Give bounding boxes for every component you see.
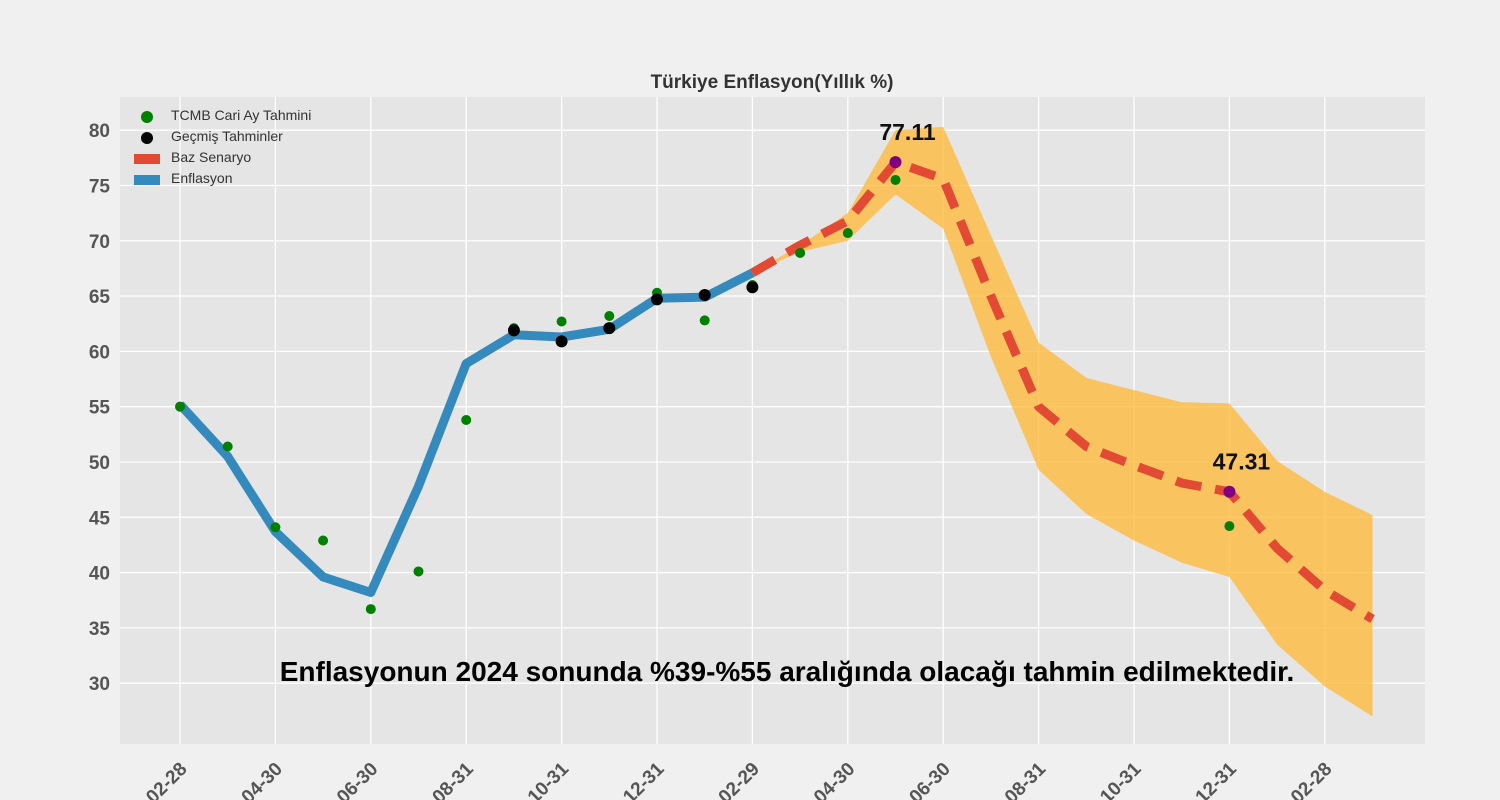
legend-label: Enflasyon [171, 170, 232, 186]
peak-highlights: 77.11 47.31 [879, 119, 1270, 498]
legend-patch [134, 175, 160, 185]
y-tick-label: 70 [89, 232, 110, 253]
legend-item: Geçmiş Tahminler [141, 128, 283, 144]
x-tick-label: -04-30 [233, 759, 287, 800]
forecast-band-layer [752, 126, 1373, 717]
x-tick-label: -12-31 [1187, 758, 1241, 800]
y-tick-label: 45 [89, 508, 111, 529]
tcmb-forecast-point [556, 316, 567, 327]
highlight-point [889, 156, 902, 169]
series-line-baz-senaryo [750, 157, 1375, 623]
chart-title: Türkiye Enflasyon(Yıllık %) [651, 72, 894, 93]
legend: TCMB Cari Ay Tahmini Geçmiş Tahminler Baz … [134, 107, 311, 186]
past-forecast-point [746, 281, 759, 294]
tcmb-forecast-point [270, 522, 281, 533]
highlight-point [1223, 485, 1236, 498]
tcmb-forecast-point [318, 535, 329, 546]
legend-item: TCMB Cari Ay Tahmini [141, 107, 311, 123]
past-forecast-point [698, 288, 711, 301]
legend-marker [141, 132, 153, 144]
x-tick-label: -02-28 [1283, 759, 1337, 800]
x-axis: -02-28 -04-30 -06-30 -08-31 -10-31 -12-31 -02-… [138, 758, 1336, 800]
series-point-layer [175, 174, 1235, 615]
x-tick-label: -02-29 [710, 759, 764, 800]
x-tick-label: -10-31 [1092, 758, 1146, 800]
legend-label: TCMB Cari Ay Tahmini [171, 107, 311, 123]
x-tick-label: -08-31 [996, 758, 1050, 800]
tcmb-forecast-point [461, 414, 472, 425]
legend-label: Geçmiş Tahminler [171, 128, 283, 144]
x-tick-label: -06-30 [901, 759, 955, 800]
legend-marker [141, 111, 153, 123]
x-tick-label: -12-31 [615, 758, 669, 800]
tcmb-forecast-point [365, 604, 376, 615]
y-tick-label: 30 [89, 674, 110, 695]
y-tick-label: 55 [89, 398, 111, 419]
tcmb-forecast-point [413, 566, 424, 577]
y-tick-label: 35 [89, 619, 111, 640]
tcmb-forecast-point [222, 441, 233, 452]
tcmb-forecast-point [175, 401, 185, 412]
legend-item: Baz Senaryo [134, 149, 251, 165]
tcmb-forecast-point [890, 174, 901, 185]
y-tick-label: 65 [89, 287, 111, 308]
y-tick-label: 60 [89, 342, 110, 363]
past-forecast-point [555, 335, 568, 348]
past-forecast-point [651, 293, 663, 306]
forecast-band [752, 126, 1373, 717]
y-tick-label: 50 [89, 453, 110, 474]
legend-label: Baz Senaryo [171, 149, 251, 165]
y-tick-label: 80 [89, 121, 110, 142]
y-tick-label: 40 [89, 564, 110, 585]
tcmb-forecast-point [1224, 521, 1235, 532]
x-tick-label: -06-30 [329, 759, 383, 800]
x-tick-label: -04-30 [806, 759, 860, 800]
x-tick-label: -10-31 [519, 758, 573, 800]
tcmb-forecast-point [699, 315, 710, 326]
y-tick-label: 75 [89, 176, 111, 197]
past-forecast-point [603, 322, 616, 335]
tcmb-forecast-point [795, 247, 806, 258]
legend-item: Enflasyon [134, 170, 232, 186]
legend-patch [134, 154, 160, 164]
forecast-annotation: Enflasyonun 2024 sonunda %39-%55 aralığı… [280, 656, 1295, 687]
x-tick-label: -02-28 [138, 759, 192, 800]
tcmb-forecast-point [842, 228, 853, 239]
x-tick-label: -08-31 [424, 758, 478, 800]
y-axis: 30 35 40 45 50 55 60 65 70 75 80 [89, 121, 111, 695]
highlight-label: 77.11 [879, 119, 935, 145]
past-forecast-point [507, 324, 520, 337]
highlight-label: 47.31 [1213, 449, 1271, 475]
tcmb-forecast-point [604, 310, 615, 321]
